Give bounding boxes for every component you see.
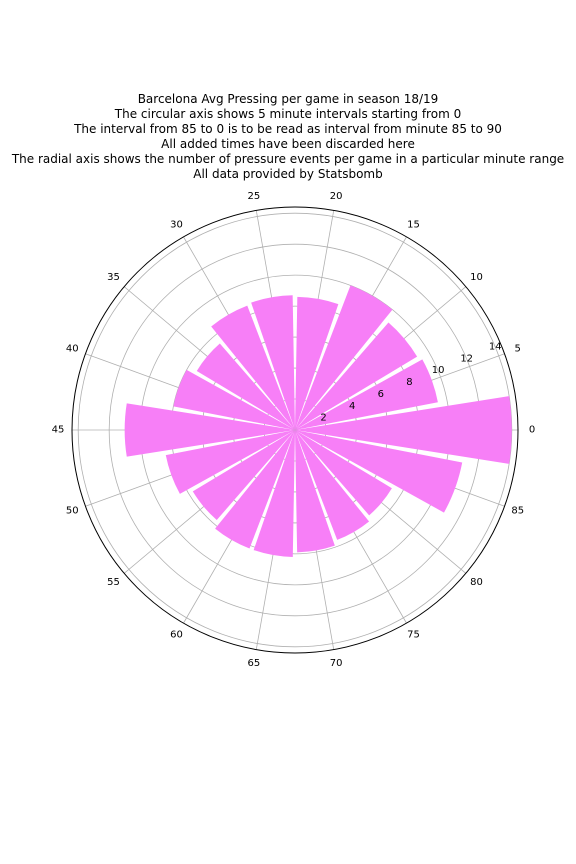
angular-tick-label: 80 xyxy=(470,577,483,588)
angular-tick-label: 25 xyxy=(247,191,260,202)
bar-15-20 xyxy=(295,285,393,430)
bar-35-40 xyxy=(196,343,295,430)
radial-tick-label: 8 xyxy=(406,377,412,388)
bar-45-50 xyxy=(124,403,295,457)
bar-40-45 xyxy=(173,369,295,430)
bar-layer xyxy=(124,285,512,557)
bar-55-60 xyxy=(192,430,295,520)
polar-frame xyxy=(71,206,519,654)
title-line: The interval from 85 to 0 is to be read … xyxy=(74,121,502,136)
bar-50-55 xyxy=(165,430,295,494)
angular-tick-label: 15 xyxy=(407,219,420,230)
angular-tick-label: 50 xyxy=(66,506,79,517)
bar-75-80 xyxy=(295,430,370,540)
radial-tick-label: 14 xyxy=(489,342,502,353)
radial-tick-label: 4 xyxy=(349,401,355,412)
bar-70-75 xyxy=(295,430,335,553)
radial-tick-label: 12 xyxy=(460,353,473,364)
angular-tick-label: 70 xyxy=(330,658,343,669)
angular-tick-label: 65 xyxy=(247,658,260,669)
angular-tick-label: 75 xyxy=(407,630,420,641)
angular-tick-label: 10 xyxy=(470,272,483,283)
radial-tick-label: 10 xyxy=(432,365,445,376)
label-layer: 0 5 10 15 20 25 30 35 40 45 50 55 60 65 70 75 80 85 2 4 6 8 10… xyxy=(52,191,536,669)
bar-10-15 xyxy=(295,322,418,430)
bar-20-25 xyxy=(295,296,339,430)
bar-80-85 xyxy=(295,430,392,516)
angular-tick-label: 85 xyxy=(511,506,524,517)
title-line: All added times have been discarded here xyxy=(161,136,415,151)
title-line: Barcelona Avg Pressing per game in seaso… xyxy=(137,92,439,106)
angular-tick-label: 40 xyxy=(66,343,79,354)
bar-85-90 xyxy=(295,430,463,513)
radial-tick-label: 2 xyxy=(320,413,326,424)
bar-60-65 xyxy=(215,430,295,549)
angular-tick-label: 0 xyxy=(529,425,535,436)
angular-tick-label: 5 xyxy=(515,343,521,354)
angular-tick-label: 55 xyxy=(107,577,120,588)
bar-25-30 xyxy=(251,295,295,430)
angular-tick-label: 35 xyxy=(107,272,120,283)
title-line: The radial axis shows the number of pres… xyxy=(11,151,565,166)
title-line: The circular axis shows 5 minute interva… xyxy=(114,106,462,121)
bar-0-5 xyxy=(295,396,512,464)
bar-5-10 xyxy=(295,359,438,430)
angular-tick-label: 60 xyxy=(170,630,183,641)
bar-30-35 xyxy=(211,305,295,430)
angular-tick-label: 20 xyxy=(330,191,343,202)
radial-tick-label: 6 xyxy=(378,389,384,400)
bar-65-70 xyxy=(253,430,295,557)
angular-tick-label: 30 xyxy=(170,219,183,230)
title-line: All data provided by Statsbomb xyxy=(193,166,383,181)
angular-tick-label: 45 xyxy=(52,425,65,436)
chart-title: Barcelona Avg Pressing per game in seaso… xyxy=(0,92,576,181)
